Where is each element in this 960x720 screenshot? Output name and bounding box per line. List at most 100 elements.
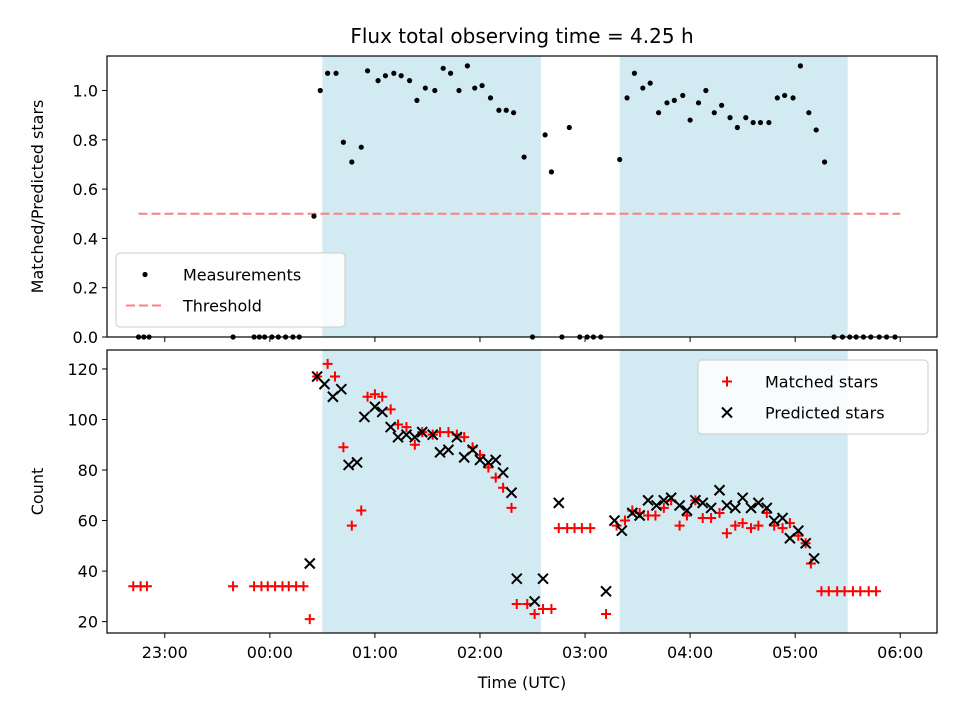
data-point-plus — [737, 518, 748, 529]
data-point — [671, 97, 677, 103]
data-point — [325, 70, 331, 76]
data-point-plus — [529, 609, 540, 620]
data-point-x — [528, 595, 541, 608]
data-point-plus — [753, 520, 764, 531]
data-point-plus — [839, 586, 850, 597]
chart-title: Flux total observing time = 4.25 h — [350, 24, 693, 48]
y-tick-label: 80 — [78, 461, 98, 480]
data-point-x — [409, 431, 421, 443]
y-tick-label: 120 — [67, 360, 98, 379]
data-point-plus — [522, 598, 533, 609]
y-tick-label: 0.2 — [73, 279, 98, 298]
data-point-plus — [401, 422, 412, 433]
data-point-x — [729, 502, 741, 514]
data-point-x — [342, 459, 355, 471]
data-point-plus — [369, 389, 380, 400]
data-point — [640, 85, 646, 91]
data-point-plus — [658, 502, 669, 513]
data-point — [750, 119, 756, 126]
y-axis-label: Matched/Predicted stars — [28, 100, 47, 294]
data-point-x — [808, 552, 820, 565]
data-point-x — [434, 446, 446, 459]
data-point-plus — [576, 523, 587, 534]
data-point — [472, 85, 478, 91]
data-point-plus — [681, 510, 692, 521]
data-point — [456, 87, 462, 94]
data-point-plus — [777, 523, 788, 534]
data-point-plus — [322, 358, 333, 369]
data-point-plus — [730, 520, 741, 531]
data-point — [542, 132, 548, 138]
data-point — [687, 117, 693, 123]
y-axis-label: Count — [28, 468, 47, 516]
data-point — [375, 78, 381, 84]
data-point-plus — [385, 404, 396, 415]
data-point-x — [376, 406, 388, 418]
data-point — [487, 95, 494, 101]
data-point — [797, 63, 804, 69]
data-point-x — [426, 428, 439, 441]
top-panel: 0.0 0.2 0.4 0.6 0.8 1.0 Matched/Predicted star… — [28, 24, 938, 347]
data-point-plus — [329, 371, 340, 382]
data-point-plus — [721, 528, 732, 539]
data-point-x — [600, 585, 612, 598]
data-point-plus — [871, 586, 882, 597]
data-point-plus — [377, 391, 388, 402]
data-point-plus — [459, 432, 470, 443]
legend-marker-x — [721, 406, 733, 419]
data-point-x — [650, 499, 663, 512]
data-point-plus — [546, 603, 557, 614]
y-tick-label: 0.4 — [73, 229, 98, 248]
data-point — [432, 87, 438, 94]
data-point — [311, 213, 317, 219]
data-point-x — [713, 484, 726, 496]
data-point-plus — [483, 462, 494, 473]
data-point — [734, 124, 740, 131]
data-point — [447, 70, 454, 76]
data-point — [727, 115, 733, 121]
data-point — [680, 92, 686, 99]
data-point — [743, 115, 749, 121]
data-point-x — [392, 431, 404, 443]
data-point — [340, 139, 346, 145]
data-point — [664, 100, 670, 106]
legend: Measurements Threshold — [115, 252, 346, 328]
data-point-plus — [793, 530, 804, 541]
data-point-plus — [674, 520, 685, 531]
data-point-x — [511, 572, 523, 585]
data-point — [503, 107, 509, 113]
shaded-interval — [322, 350, 541, 633]
data-point — [695, 100, 702, 106]
data-point-x — [792, 524, 805, 537]
data-point-plus — [601, 609, 612, 620]
x-tick-label: 04:00 — [667, 643, 713, 662]
data-point-x — [369, 401, 381, 413]
data-point-x — [642, 494, 654, 507]
data-point — [398, 73, 404, 79]
x-tick-label: 02:00 — [457, 643, 503, 662]
data-point-x — [761, 502, 773, 514]
data-point-plus — [346, 520, 357, 531]
y-tick-label: 0.0 — [73, 328, 98, 347]
data-point-plus — [298, 581, 309, 592]
data-point-x — [474, 454, 486, 466]
legend-box — [697, 359, 929, 435]
data-point-x — [608, 514, 621, 527]
data-point — [790, 95, 796, 101]
series-x — [304, 370, 820, 608]
data-point-x — [416, 426, 428, 438]
data-point-plus — [823, 586, 834, 597]
data-point — [655, 110, 662, 116]
data-point-x — [451, 431, 463, 443]
data-point — [358, 144, 364, 150]
data-point — [510, 110, 517, 116]
data-point-x — [689, 494, 702, 507]
x-axis-label: Time (UTC) — [477, 673, 566, 692]
legend-marker-dot — [142, 271, 148, 278]
data-point-plus — [356, 505, 367, 516]
data-point-x — [505, 487, 518, 499]
legend-label: Matched stars — [765, 373, 878, 392]
legend-box — [115, 252, 346, 328]
data-point-x — [466, 444, 479, 456]
